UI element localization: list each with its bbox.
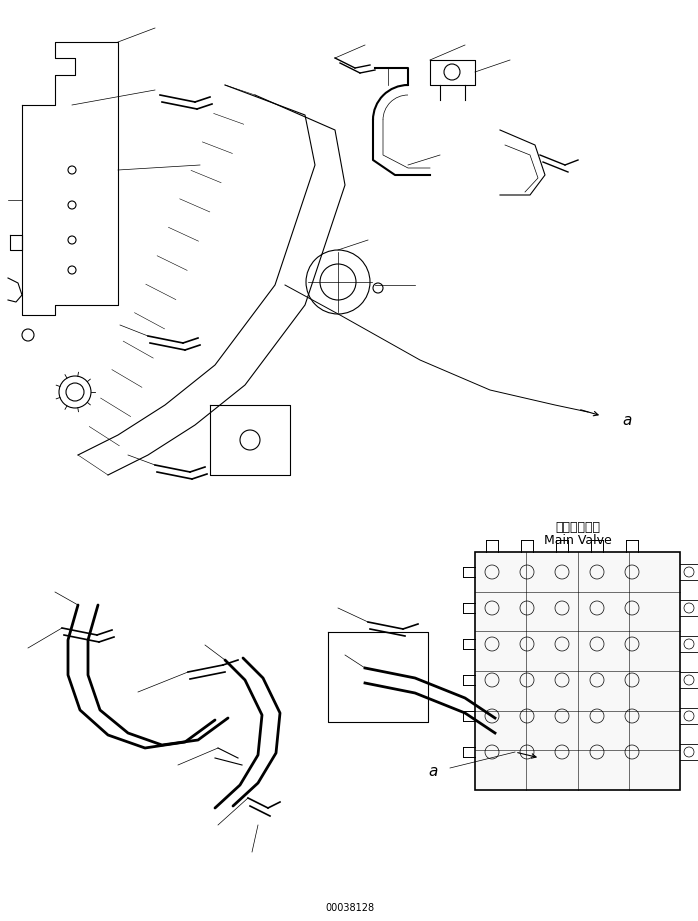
Text: Main Valve: Main Valve (544, 534, 611, 547)
Text: a: a (622, 413, 632, 427)
Text: a: a (429, 764, 438, 779)
Text: 00038128: 00038128 (325, 903, 375, 913)
Text: メインバルブ: メインバルブ (555, 521, 600, 534)
Bar (475, 552, 680, 790)
